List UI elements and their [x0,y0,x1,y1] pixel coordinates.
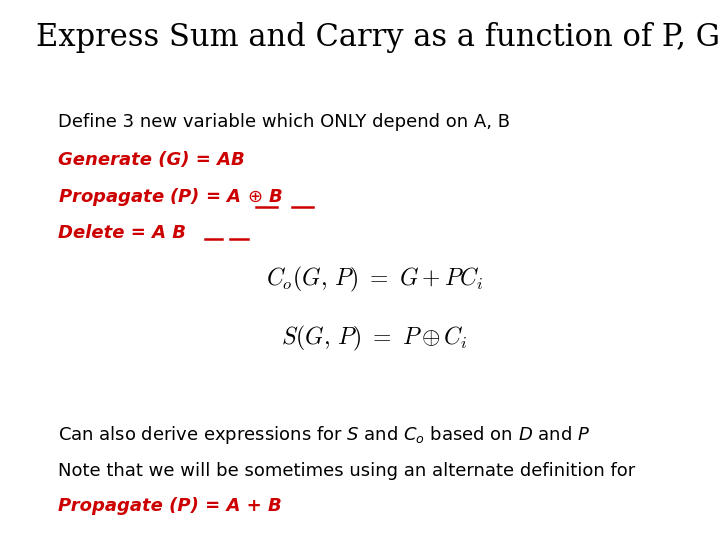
Text: $S(G,\, P) \ = \ P \oplus C_i$: $S(G,\, P) \ = \ P \oplus C_i$ [281,324,468,353]
Text: Can also derive expressions for $S$ and $C_o$ based on $D$ and $P$: Can also derive expressions for $S$ and … [58,424,590,446]
Text: Note that we will be sometimes using an alternate definition for: Note that we will be sometimes using an … [58,462,635,480]
Text: Delete = A B: Delete = A B [58,224,186,242]
Text: Propagate (P) = A $\oplus$ B: Propagate (P) = A $\oplus$ B [58,186,282,208]
Text: $C_o(G,\, P) \ = \ G + PC_i$: $C_o(G,\, P) \ = \ G + PC_i$ [266,265,483,294]
Text: Express Sum and Carry as a function of P, G, D: Express Sum and Carry as a function of P… [36,22,720,52]
Text: Propagate (P) = A + B: Propagate (P) = A + B [58,497,282,515]
Text: Generate (G) = AB: Generate (G) = AB [58,151,244,169]
Text: Define 3 new variable which ONLY depend on A, B: Define 3 new variable which ONLY depend … [58,113,510,131]
